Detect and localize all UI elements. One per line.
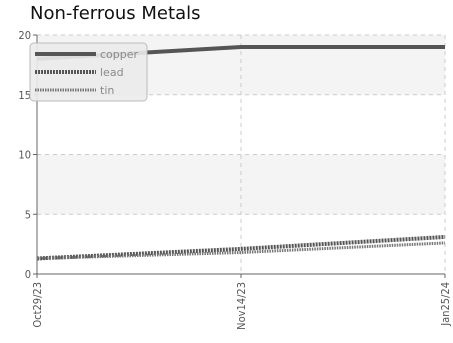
y-tick-label: 5 xyxy=(25,208,31,221)
legend-label-lead: lead xyxy=(100,66,124,79)
x-tick-label: Oct29/23 xyxy=(31,282,44,328)
legend-box xyxy=(29,42,148,102)
legend-label-copper: copper xyxy=(100,48,139,61)
y-tick-label: 0 xyxy=(25,268,31,281)
y-tick-label: 15 xyxy=(18,89,31,102)
x-tick-label: Nov14/23 xyxy=(235,282,248,330)
y-tick-label: 10 xyxy=(18,149,31,162)
legend: copper lead tin xyxy=(29,42,148,102)
y-tick-labels: 0 5 10 15 20 xyxy=(18,29,31,281)
x-tick-labels: Oct29/23 Nov14/23 Jan25/24 xyxy=(31,282,452,330)
series-line-tin xyxy=(36,241,446,260)
x-tick-label: Jan25/24 xyxy=(439,282,452,327)
chart-title: Non-ferrous Metals xyxy=(30,3,201,24)
legend-label-tin: tin xyxy=(100,84,114,97)
series-line-lead xyxy=(36,234,446,261)
y-tick-label: 20 xyxy=(18,29,31,42)
